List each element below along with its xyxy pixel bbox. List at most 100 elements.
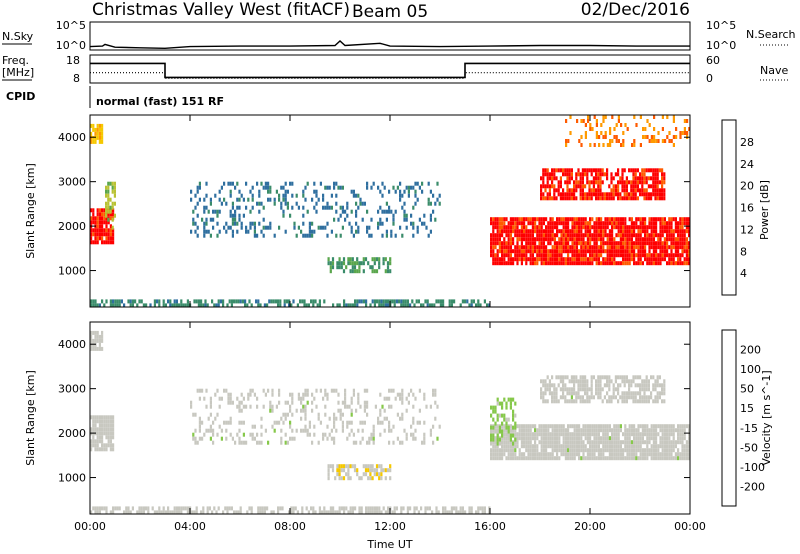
data-cell [96,419,99,424]
data-cell [628,440,631,445]
data-cell [630,432,633,437]
data-cell [677,253,680,258]
data-cell [597,176,600,181]
data-cell [599,375,602,380]
data-cell [575,440,578,445]
data-cell [540,456,543,461]
data-cell [586,383,589,388]
data-cell [598,143,601,147]
data-cell [659,424,662,429]
data-cell [444,506,447,511]
data-cell [586,176,589,181]
data-cell [606,176,609,181]
data-cell [349,506,352,511]
data-cell [677,456,680,461]
data-cell [249,221,252,226]
data-cell [127,506,130,511]
data-cell [212,209,215,214]
data-cell [103,216,106,221]
data-cell [156,299,159,304]
data-cell [365,506,368,511]
data-cell [306,209,309,214]
data-cell [683,245,686,250]
data-cell [558,241,561,246]
data-cell [635,261,638,266]
data-cell [570,399,573,404]
data-cell [677,225,680,230]
data-cell [634,184,637,189]
nave-label: Nave [760,64,788,77]
data-cell [641,424,644,429]
data-cell [105,510,108,515]
data-cell [505,448,508,453]
data-cell [529,424,532,429]
data-cell [677,452,680,457]
data-cell [494,444,497,449]
data-cell [238,205,241,210]
data-cell [421,189,424,194]
data-cell [578,432,581,437]
data-cell [162,506,165,511]
data-cell [280,205,283,210]
data-cell [192,221,195,226]
data-cell [565,119,568,123]
data-cell [542,184,545,189]
data-cell [94,131,97,136]
data-cell [175,299,178,304]
data-cell [615,233,618,238]
data-cell [322,432,325,437]
data-cell [549,221,552,226]
data-cell [284,189,287,194]
data-cell [639,456,642,461]
data-cell [663,172,666,177]
data-cell [623,395,626,400]
data-cell [661,168,664,173]
data-cell [109,240,112,245]
data-cell [156,510,159,515]
data-cell [542,391,545,396]
data-cell [577,168,580,173]
data-cell [597,379,600,384]
data-cell [601,196,604,201]
data-cell [553,432,556,437]
data-cell [488,303,491,308]
data-cell [575,180,578,185]
data-cell [269,197,272,202]
data-cell [625,391,628,396]
data-cell [284,400,287,405]
data-cell [630,444,633,449]
data-cell [666,249,669,254]
data-cell [229,225,232,230]
data-cell [534,221,537,226]
data-cell [350,225,353,230]
data-cell [386,261,390,266]
data-cell [343,510,346,515]
data-cell [630,383,633,388]
data-cell [606,168,609,173]
data-cell [688,440,691,445]
colorbar-tick-label: -200 [740,480,765,493]
data-cell [611,440,614,445]
data-cell [295,428,298,433]
data-cell [412,436,415,441]
data-cell [663,241,666,246]
data-cell [527,249,530,254]
data-cell [336,464,339,469]
data-cell [597,436,600,441]
data-cell [304,197,307,202]
data-cell [611,245,614,250]
data-cell [578,424,581,429]
data-cell [573,180,576,185]
data-cell [131,303,134,308]
data-cell [650,452,653,457]
colorbar-tick-label: 100 [740,363,761,376]
data-cell [606,143,609,147]
data-cell [468,510,471,515]
data-cell [496,441,499,446]
data-cell [650,253,653,258]
data-cell [109,427,112,432]
data-cell [339,233,342,238]
data-cell [514,428,517,433]
data-cell [599,383,602,388]
data-cell [606,375,609,380]
